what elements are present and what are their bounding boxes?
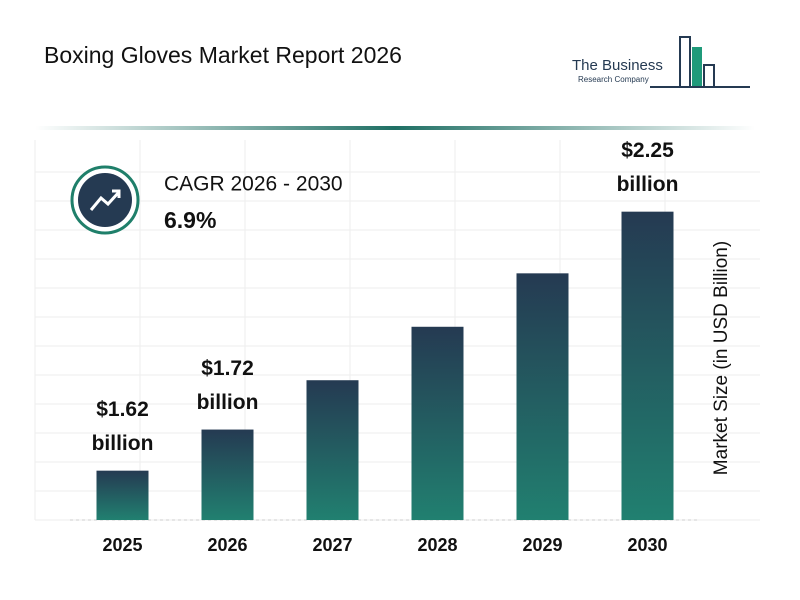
- value-label: $1.72 billion: [196, 356, 259, 414]
- grid: [34, 140, 760, 521]
- bar: [96, 470, 149, 520]
- x-tick-label: 2027: [312, 535, 352, 555]
- bars: [96, 211, 674, 520]
- bar: [516, 273, 569, 520]
- cagr-arrow-head: [112, 189, 121, 198]
- value-label: $1.62 billion: [91, 397, 154, 455]
- x-tick-label: 2029: [522, 535, 562, 555]
- x-tick-label: 2028: [417, 535, 457, 555]
- bar: [621, 211, 674, 520]
- x-tick-label: 2025: [102, 535, 142, 555]
- bar: [411, 326, 464, 520]
- cagr-value: 6.9%: [164, 207, 216, 233]
- x-tick-label: 2030: [627, 535, 667, 555]
- cagr-arrow: [89, 190, 121, 211]
- logo-line2: Research Company: [578, 75, 649, 84]
- bar: [201, 429, 254, 520]
- y-axis-label: Market Size (in USD Billion): [711, 241, 732, 475]
- bar: [306, 380, 359, 520]
- logo-line1: The Business: [572, 57, 663, 74]
- x-tick-label: 2026: [207, 535, 247, 555]
- logo: The Business Research Company: [572, 36, 750, 88]
- separator: [35, 126, 755, 130]
- cagr-label: CAGR 2026 - 2030: [164, 173, 343, 196]
- title: Boxing Gloves Market Report 2026: [44, 42, 402, 68]
- value-label: $2.25 billion: [616, 138, 679, 196]
